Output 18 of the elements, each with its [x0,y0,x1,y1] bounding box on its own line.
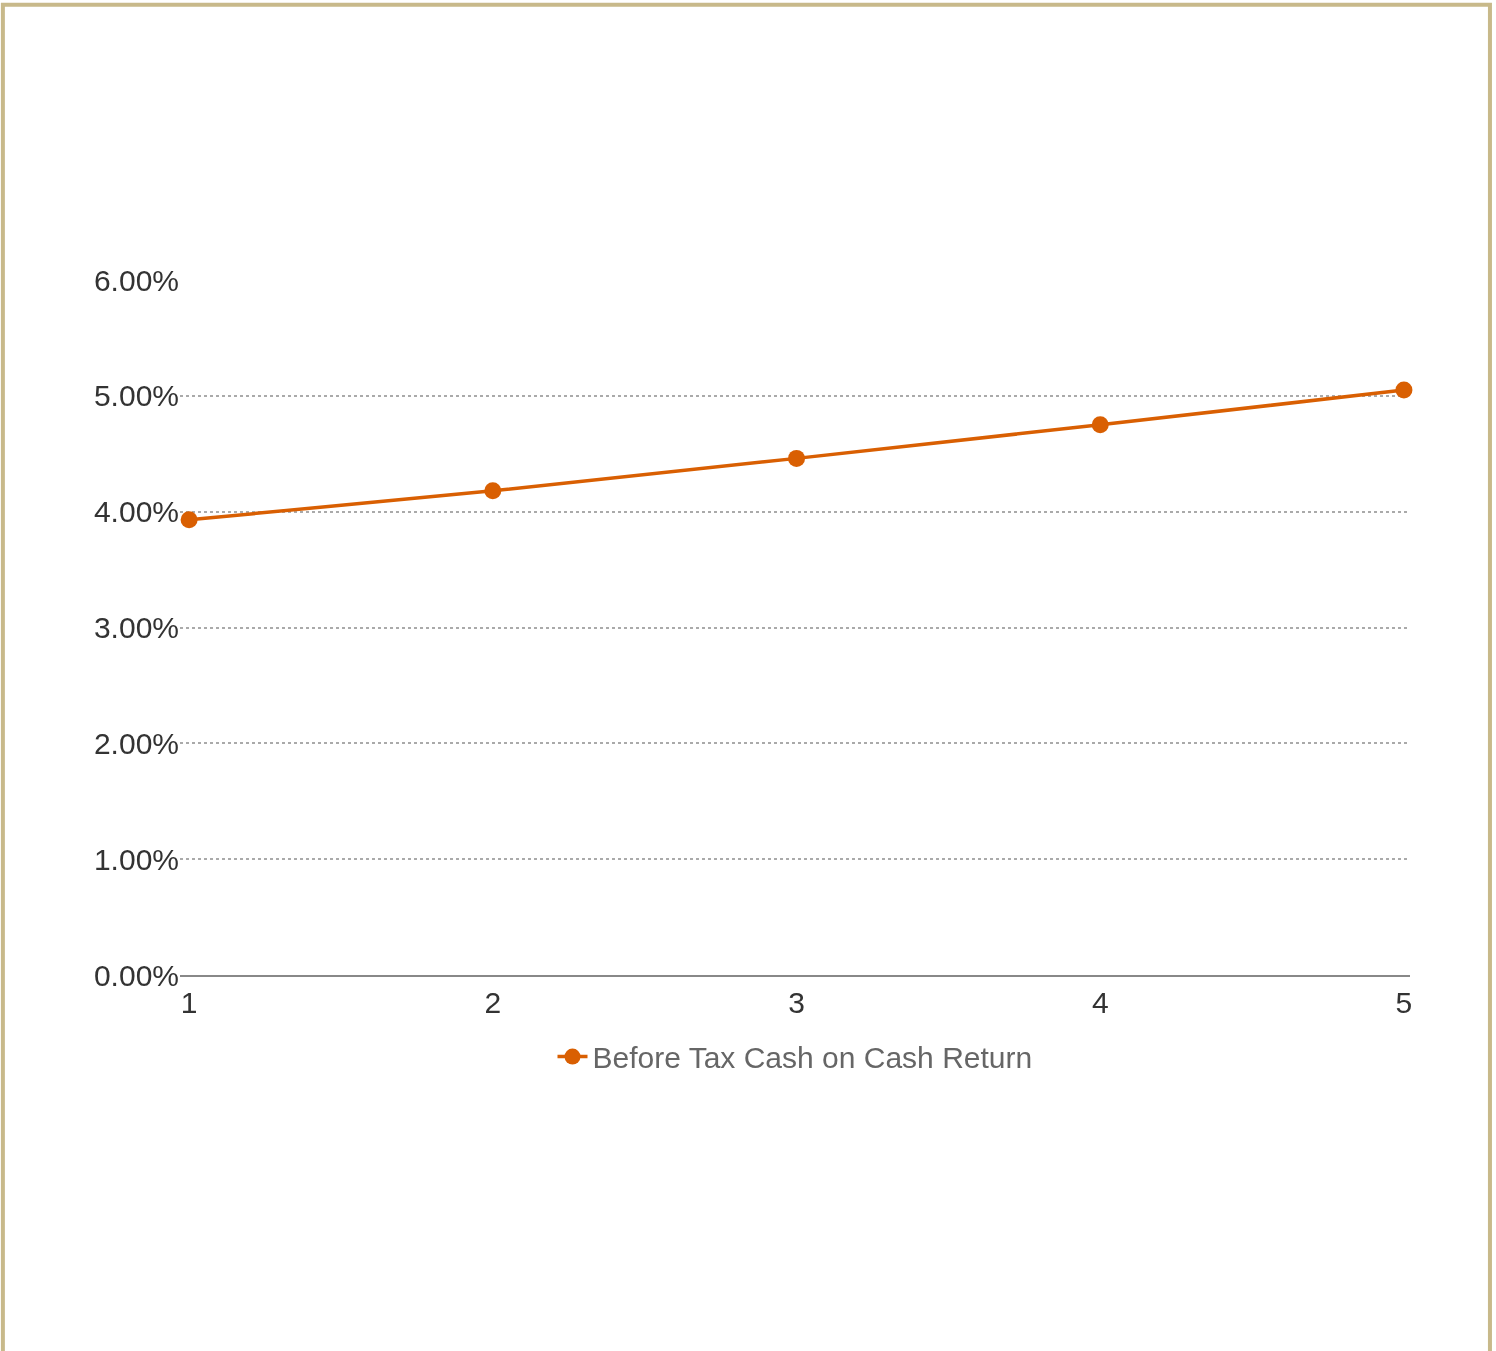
x-tick-label: 1 [180,986,198,1019]
point [1395,381,1413,399]
point [1091,416,1109,434]
x-tick-label: 2 [484,986,502,1019]
point [484,482,502,500]
point [788,449,806,467]
y-tick-label: 4.00% [93,495,179,529]
y-tick-label: 3.00% [93,611,179,644]
legend-label: Before Tax Cash on Cash Return [592,1041,1033,1075]
y-tick-label: 5.00% [93,379,179,413]
y-tick-label: 1.00% [93,842,179,876]
y-tick-label: 2.00% [93,726,179,760]
y-tick-label: 6.00% [93,263,179,297]
x-tick-label: 5 [1395,986,1413,1019]
point [180,511,198,529]
y-tick-label: 0.00% [93,958,179,992]
x-tick-label: 4 [1091,986,1109,1019]
x-tick-label: 3 [788,986,805,1019]
